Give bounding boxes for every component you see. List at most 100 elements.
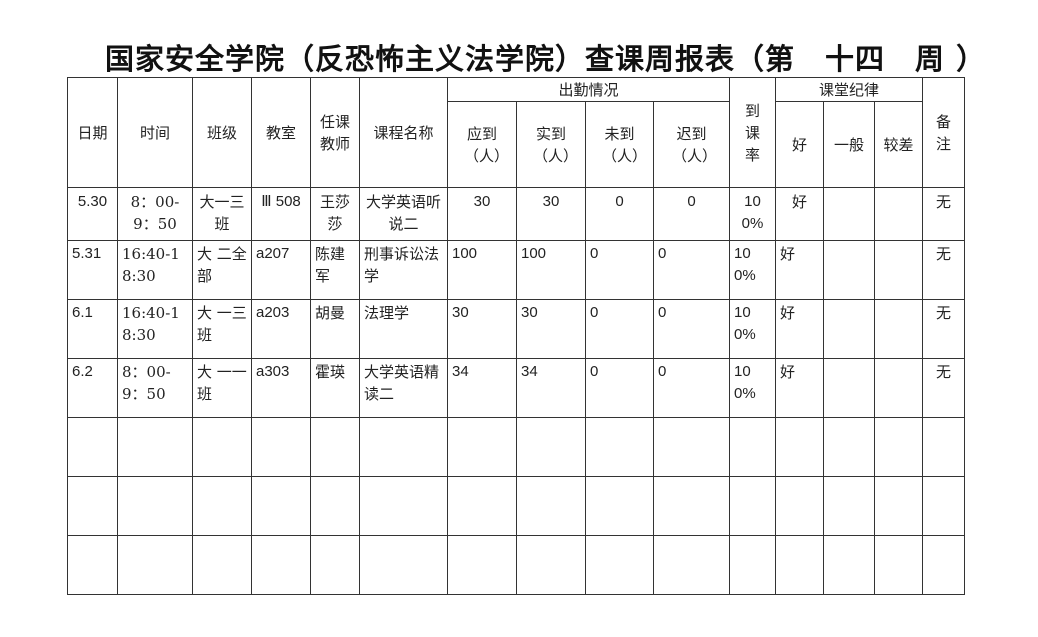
header-absent: 未到（人） — [585, 101, 654, 188]
table-row: 6.1 16:40-18:30 大 一三班 a203 胡曼 法理学 30 30 0 0 100% 好无 — [67, 299, 966, 359]
empty-cell — [117, 417, 193, 477]
empty-row — [67, 476, 966, 536]
cell-date: 6.1 — [67, 299, 118, 359]
header-average: 一般 — [823, 101, 876, 188]
cell-room: a203 — [251, 299, 311, 359]
cell-course: 法理学 — [359, 299, 448, 359]
empty-cell — [922, 535, 966, 595]
header-class: 班级 — [192, 77, 252, 188]
cell-actual: 34 — [516, 358, 586, 418]
cell-late: 0 — [652, 299, 731, 359]
cell-course: 刑事诉讼法学 — [359, 240, 448, 300]
cell-late: 0 — [652, 358, 731, 418]
empty-cell — [823, 476, 876, 536]
cell-absent: 0 — [585, 299, 654, 359]
cell-poor — [874, 240, 924, 300]
cell-average — [823, 187, 876, 241]
cell-absent: 0 — [585, 358, 654, 418]
empty-cell — [359, 417, 448, 477]
header-poor: 较差 — [874, 101, 924, 188]
table-row: 5.30 8：00-9：50 大一三班 Ⅲ 508 王莎莎 大学英语听说二 30 30 0 0 10… — [67, 187, 966, 241]
empty-cell — [729, 476, 777, 536]
cell-expected: 30 — [447, 299, 517, 359]
empty-cell — [775, 417, 825, 477]
cell-rate: 100% — [729, 240, 777, 300]
empty-cell — [67, 476, 118, 536]
empty-cell — [67, 417, 118, 477]
cell-expected: 34 — [447, 358, 517, 418]
table-row: 6.2 8：00-9：50 大 一一班 a303 霍瑛 大学英语精读二 34 34 0 0 100%… — [67, 358, 966, 418]
cell-average — [823, 240, 876, 300]
empty-cell — [447, 417, 517, 477]
empty-cell — [251, 476, 311, 536]
header-late: 迟到（人） — [652, 101, 731, 188]
empty-cell — [823, 417, 876, 477]
cell-poor — [874, 187, 924, 241]
cell-late: 0 — [652, 187, 731, 241]
empty-cell — [585, 535, 654, 595]
cell-average — [823, 299, 876, 359]
empty-row — [67, 535, 966, 595]
cell-expected: 30 — [447, 187, 517, 241]
cell-good: 好 — [775, 187, 825, 241]
empty-cell — [310, 417, 360, 477]
empty-cell — [652, 417, 731, 477]
cell-time: 16:40-18:30 — [117, 240, 193, 300]
empty-cell — [310, 535, 360, 595]
cell-teacher: 王莎莎 — [310, 187, 360, 241]
empty-cell — [310, 476, 360, 536]
header-course: 课程名称 — [359, 77, 448, 188]
cell-class: 大 一三班 — [192, 299, 252, 359]
cell-good: 好 — [775, 240, 825, 300]
cell-poor — [874, 299, 924, 359]
empty-cell — [516, 535, 586, 595]
cell-course: 大学英语精读二 — [359, 358, 448, 418]
empty-cell — [516, 417, 586, 477]
empty-row — [67, 417, 966, 477]
weekly-report-table: 日期 时间 班级 教室 任课教师 课程名称 出勤情况 到课率 课堂纪律 备注 应… — [67, 77, 966, 595]
header-rate: 到课率 — [729, 77, 777, 188]
header-discipline: 课堂纪律 — [775, 77, 924, 102]
empty-cell — [729, 535, 777, 595]
header-actual: 实到（人） — [516, 101, 586, 188]
empty-cell — [447, 476, 517, 536]
cell-remarks: 无 — [922, 358, 966, 418]
empty-cell — [359, 535, 448, 595]
cell-room: a303 — [251, 358, 311, 418]
cell-actual: 30 — [516, 299, 586, 359]
empty-cell — [359, 476, 448, 536]
cell-remarks: 无 — [922, 299, 966, 359]
empty-cell — [874, 535, 924, 595]
cell-time: 8：00-9：50 — [117, 187, 193, 241]
cell-room: Ⅲ 508 — [251, 187, 311, 241]
empty-cell — [117, 535, 193, 595]
empty-cell — [67, 535, 118, 595]
cell-actual: 100 — [516, 240, 586, 300]
cell-good: 好 — [775, 299, 825, 359]
header-remarks: 备注 — [922, 77, 966, 188]
cell-rate: 100% — [729, 299, 777, 359]
empty-cell — [585, 417, 654, 477]
header-teacher: 任课教师 — [310, 77, 360, 188]
cell-course: 大学英语听说二 — [359, 187, 448, 241]
empty-cell — [775, 535, 825, 595]
header-date: 日期 — [67, 77, 118, 188]
cell-time: 16:40-18:30 — [117, 299, 193, 359]
cell-teacher: 霍瑛 — [310, 358, 360, 418]
header-good: 好 — [775, 101, 825, 188]
cell-actual: 30 — [516, 187, 586, 241]
empty-cell — [117, 476, 193, 536]
cell-teacher: 胡曼 — [310, 299, 360, 359]
header-room: 教室 — [251, 77, 311, 188]
cell-class: 大 一一班 — [192, 358, 252, 418]
cell-remarks: 无 — [922, 187, 966, 241]
empty-cell — [585, 476, 654, 536]
cell-absent: 0 — [585, 240, 654, 300]
cell-rate: 100% — [729, 358, 777, 418]
cell-date: 5.31 — [67, 240, 118, 300]
empty-cell — [922, 417, 966, 477]
cell-rate: 100% — [729, 187, 777, 241]
cell-class: 大一三班 — [192, 187, 252, 241]
report-title: 国家安全学院（反恐怖主义法学院）查课周报表（第 十四 周 ） — [105, 42, 987, 76]
header-expected: 应到（人） — [447, 101, 517, 188]
